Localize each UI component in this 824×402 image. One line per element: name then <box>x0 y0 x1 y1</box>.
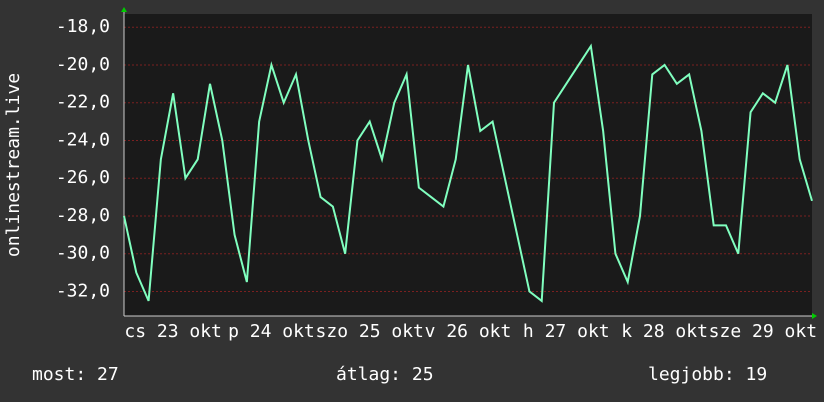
x-tick-label: v 26 okt <box>425 321 512 342</box>
y-tick-label: -26,0 <box>56 167 110 188</box>
stat-average: átlag: 25 <box>336 364 434 385</box>
y-tick-label: -24,0 <box>56 129 110 150</box>
y-tick-label: -18,0 <box>56 16 110 37</box>
line-series <box>123 43 813 303</box>
y-tick-label: -20,0 <box>56 54 110 75</box>
y-arrow <box>121 7 127 12</box>
y-tick-label: -32,0 <box>56 280 110 301</box>
plot-area <box>124 14 812 316</box>
x-tick-label: szo 25 okt <box>316 321 424 342</box>
y-tick-label: -30,0 <box>56 243 110 264</box>
x-tick-label: sze 29 okt <box>709 321 817 342</box>
stat-best: legjobb: 19 <box>648 364 767 385</box>
y-tick-label: -22,0 <box>56 92 110 113</box>
x-arrow <box>812 313 817 319</box>
x-tick-label: h 27 okt <box>523 321 610 342</box>
x-tick-label: cs 23 okt <box>124 321 222 342</box>
y-tick-label: -28,0 <box>56 205 110 226</box>
x-tick-label: k 28 okt <box>621 321 708 342</box>
stat-current: most: 27 <box>32 364 119 385</box>
y-axis-label: onlinestream.live <box>3 73 24 257</box>
x-tick-label: p 24 okt <box>228 321 315 342</box>
